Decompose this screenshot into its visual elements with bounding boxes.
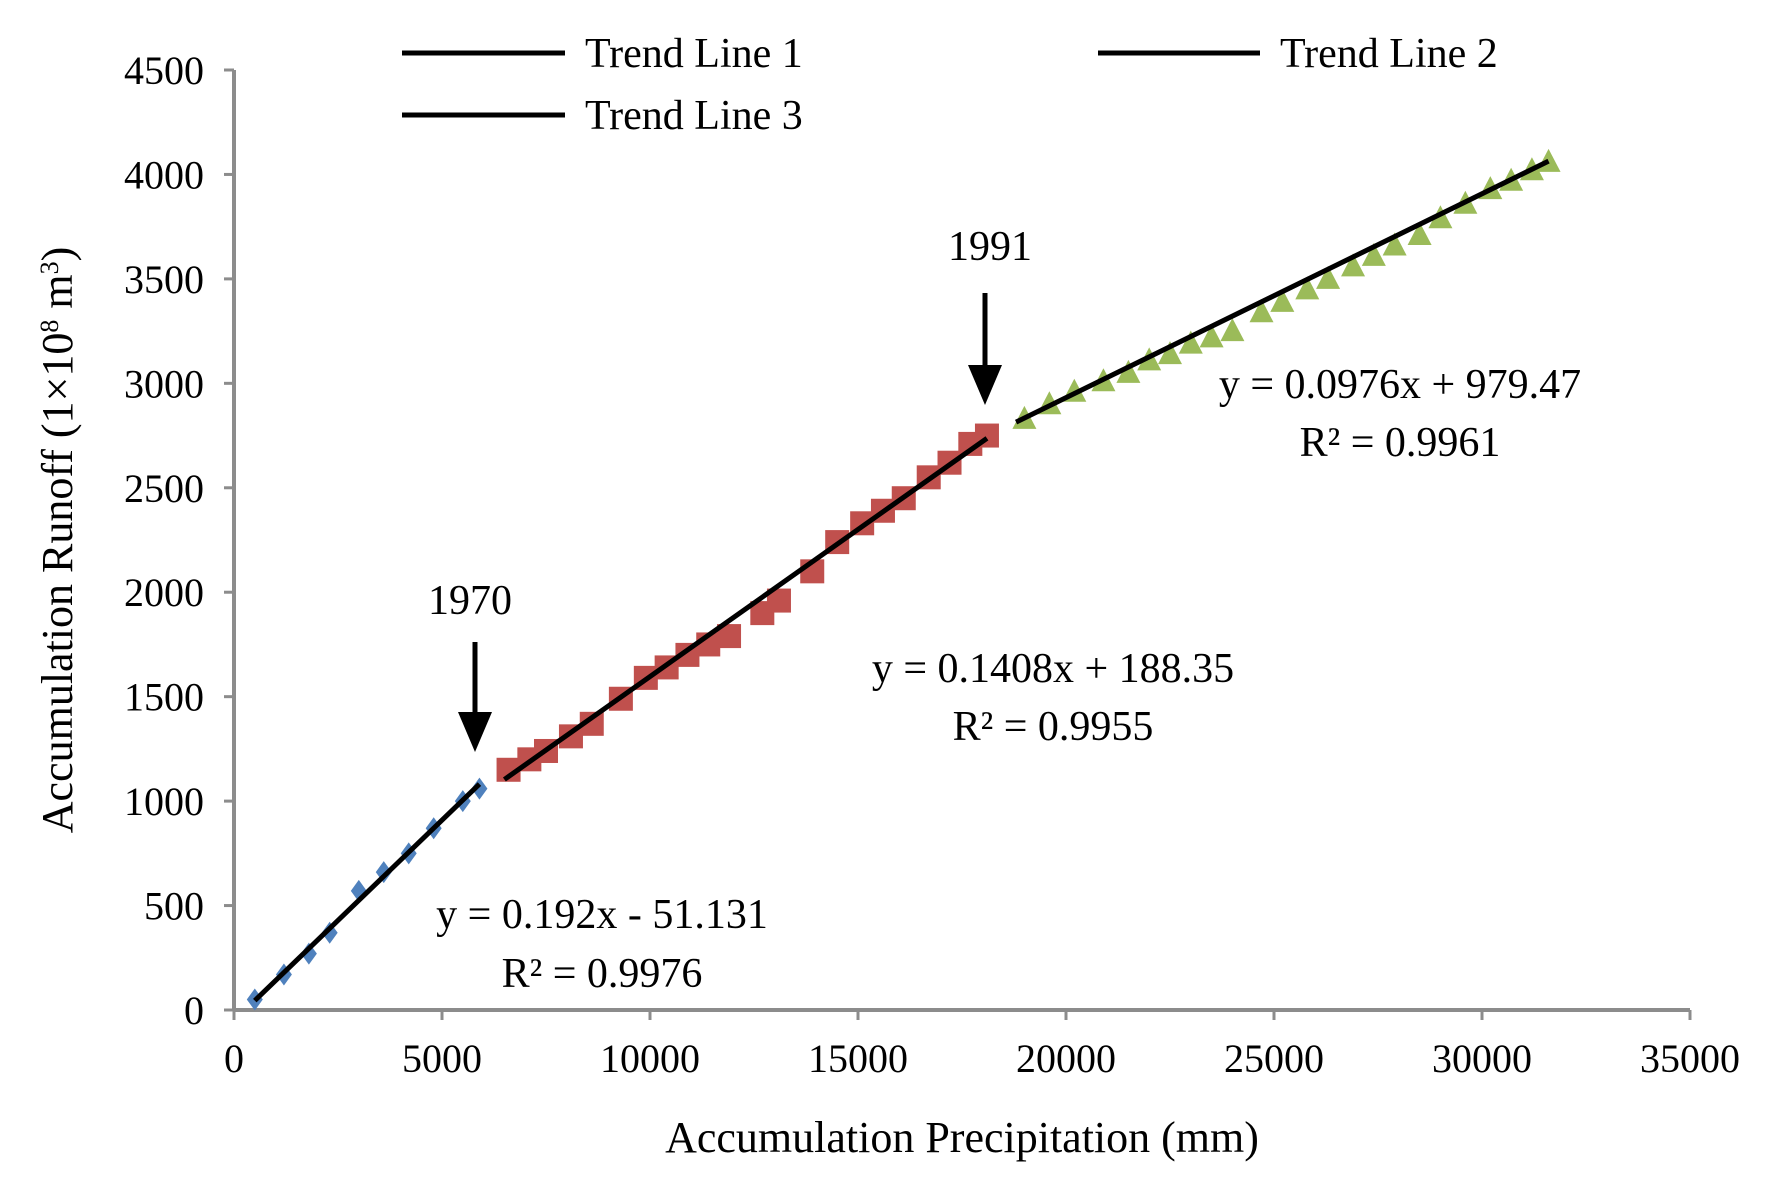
trend-equation-3: y = 0.0976x + 979.47 [1219,362,1581,408]
legend-label: Trend Line 3 [585,93,803,139]
y-tick-label: 4000 [124,152,204,197]
y-axis-title-superscript: 8 [35,320,64,333]
axis-labels: y = 0.192x - 51.131 R² = 0.9976 y = 0.1408… [33,247,1581,1162]
legend-item-2: Trend Line 2 [1098,31,1498,77]
data-point-triangle [1316,265,1341,289]
annotation-arrow-head [968,365,1002,405]
y-tick-label: 3500 [124,257,204,302]
y-tick-label: 1000 [124,779,204,824]
trend-line-1 [253,782,482,1003]
data-point-triangle [1158,341,1182,365]
trend-lines [253,158,1550,1003]
data-point-triangle [1295,276,1320,300]
data-point-triangle [1341,253,1366,277]
data-point-triangle [1361,242,1386,266]
y-tick-label: 1500 [124,675,204,720]
y-tick-label: 2000 [124,570,204,615]
trend-line-3 [1014,158,1550,425]
y-tick-label: 500 [144,884,204,929]
x-tick-label: 15000 [808,1036,908,1081]
data-point-triangle [1249,299,1274,323]
x-tick-label: 20000 [1016,1036,1116,1081]
y-axis-title-superscript: 3 [35,261,64,274]
trend-r2-1: R² = 0.9976 [502,951,703,997]
data-point-triangle [1199,324,1224,348]
axes: 0 500 1000 1500 2000 2500 3000 3500 4000 4500 0 500… [124,48,1740,1081]
x-tick-label: 30000 [1432,1036,1532,1081]
y-axis-title-part: m [33,274,82,319]
trend-r2-3: R² = 0.9961 [1300,420,1501,466]
data-point-triangle [1116,359,1141,383]
annotation-1970: 1970 [428,578,512,752]
legend: Trend Line 1 Trend Line 2 Trend Line 3 [402,31,1498,139]
x-tick-label: 10000 [600,1036,700,1081]
y-tick-label: 2500 [124,466,204,511]
y-tick-label: 0 [184,988,204,1033]
data-point-triangle [1178,330,1203,354]
annotations: 1970 1991 [428,224,1032,752]
annotation-1991: 1991 [948,224,1032,405]
x-tick-label: 0 [224,1036,244,1081]
y-tick-label: 4500 [124,48,204,93]
y-axis-title-part: (1×10 [33,333,82,438]
y-tick-label: 3000 [124,361,204,406]
annotation-label: 1991 [948,224,1032,270]
y-axis-title-part: ) [33,247,82,262]
x-axis-title: Accumulation Precipitation (mm) [665,1113,1259,1162]
legend-item-3: Trend Line 3 [402,93,803,139]
data-point-triangle [1407,222,1432,246]
data-point-triangle [1382,232,1407,256]
data-point-triangle [1536,148,1561,172]
data-point-diamond [471,777,488,800]
x-tick-label: 5000 [402,1036,482,1081]
trend-equation-2: y = 0.1408x + 188.35 [872,646,1234,692]
trend-r2-2: R² = 0.9955 [953,704,1154,750]
data-point-triangle [1270,288,1295,312]
legend-item-1: Trend Line 1 [402,31,803,77]
legend-label: Trend Line 1 [585,31,803,77]
annotation-label: 1970 [428,578,512,624]
annotation-arrow-head [458,712,492,752]
trend-line-2 [502,436,989,782]
series-2 [496,423,999,782]
y-axis-title-part: Accumulation Runoff [33,438,82,833]
x-tick-label: 25000 [1224,1036,1324,1081]
data-point-triangle [1220,318,1245,342]
trend-equation-1: y = 0.192x - 51.131 [436,892,768,938]
y-axis-title: Accumulation Runoff (1×108 m3) [33,247,82,833]
legend-label: Trend Line 2 [1280,31,1498,77]
x-tick-label: 35000 [1640,1036,1740,1081]
